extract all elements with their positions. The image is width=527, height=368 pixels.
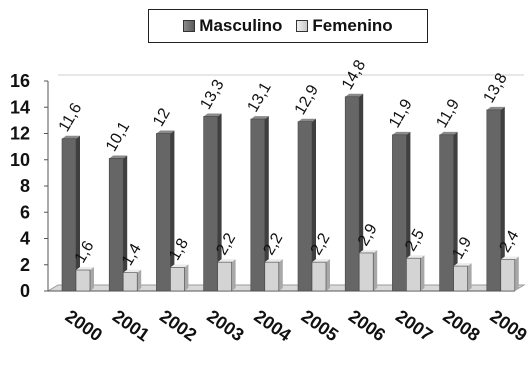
legend-label-masculino: Masculino <box>199 16 283 35</box>
bar-femenino-side <box>373 249 378 291</box>
bar-femenino-side <box>90 267 94 291</box>
x-tick-label: 2004 <box>251 306 295 345</box>
data-label-masculino: 10,1 <box>103 119 133 155</box>
bar-femenino <box>217 261 232 292</box>
y-tick-label: 2 <box>20 255 30 275</box>
bar-masculino-side <box>453 131 458 291</box>
bar-femenino-top <box>264 259 283 263</box>
bar-femenino <box>500 259 516 292</box>
bar-masculino-top <box>392 131 411 135</box>
legend-item-masculino: Masculino <box>183 16 282 36</box>
bar-masculino-top <box>62 135 80 139</box>
bar-femenino <box>170 267 185 292</box>
legend: Masculino Femenino <box>148 9 428 43</box>
x-tick-label: 2002 <box>156 306 200 345</box>
bar-masculino-side <box>170 130 175 291</box>
y-tick-label: 8 <box>20 176 30 196</box>
bar-masculino-side <box>123 155 128 291</box>
bar-masculino-side <box>500 106 505 291</box>
bar-masculino <box>250 118 266 292</box>
data-label-masculino: 12,9 <box>292 82 322 118</box>
x-tick-label: 2006 <box>345 306 389 345</box>
bar-masculino-top <box>298 118 316 122</box>
bar-femenino <box>122 272 138 292</box>
x-tick-label: 2007 <box>392 306 436 345</box>
bar-femenino-side <box>467 263 472 291</box>
bar-femenino-side <box>231 259 236 291</box>
bar-femenino <box>453 265 468 292</box>
bar-femenino-top <box>123 269 142 273</box>
legend-swatch-femenino <box>296 20 309 32</box>
bar-masculino-top <box>486 106 505 110</box>
legend-item-femenino: Femenino <box>296 16 393 36</box>
data-label-masculino: 11,6 <box>56 100 86 135</box>
data-label-masculino: 11,9 <box>386 96 416 131</box>
bar-masculino <box>297 121 313 292</box>
bar-femenino-top <box>406 255 425 259</box>
bar-masculino <box>108 158 124 292</box>
bar-femenino-side <box>137 269 142 291</box>
bar-masculino <box>439 134 454 292</box>
bar-femenino-top <box>76 267 94 270</box>
data-label-masculino: 13,1 <box>245 80 275 116</box>
bar-masculino <box>486 109 502 292</box>
bar-femenino <box>264 261 280 292</box>
bar-masculino <box>61 138 77 292</box>
bar-masculino <box>392 134 407 292</box>
bar-femenino-top <box>500 256 519 260</box>
bar-masculino-side <box>264 116 269 291</box>
x-tick-label: 2000 <box>62 306 106 345</box>
data-label-masculino: 13,3 <box>197 77 227 113</box>
bar-femenino <box>406 257 421 292</box>
bar-femenino-side <box>184 264 189 291</box>
bar-masculino-top <box>203 113 222 117</box>
bar-femenino-side <box>278 259 283 291</box>
bar-masculino-top <box>250 116 269 120</box>
y-tick-label: 4 <box>20 229 30 249</box>
y-tick-label: 6 <box>20 202 30 222</box>
bar-masculino-top <box>156 130 175 134</box>
bar-femenino <box>358 252 374 292</box>
bar-masculino <box>203 116 218 292</box>
bar-femenino-side <box>420 255 425 291</box>
bar-masculino-top <box>439 131 458 135</box>
bar-masculino-side <box>312 118 316 291</box>
bar-femenino-top <box>217 259 236 263</box>
x-tick-label: 2003 <box>203 306 247 345</box>
x-tick-label: 2005 <box>298 306 342 345</box>
legend-label-femenino: Femenino <box>312 16 393 35</box>
data-label-masculino: 11,9 <box>433 96 463 131</box>
bar-masculino-side <box>217 113 222 291</box>
bar-masculino-top <box>345 93 364 97</box>
bar-masculino-side <box>406 131 411 291</box>
bar-femenino-top <box>359 249 378 253</box>
bar-masculino-side <box>359 93 364 291</box>
bar-femenino-top <box>453 263 472 267</box>
x-tick-label: 2009 <box>487 306 527 345</box>
x-tick-label: 2001 <box>109 306 153 345</box>
x-tick-label: 2008 <box>439 306 483 345</box>
legend-swatch-masculino <box>183 20 196 32</box>
bar-femenino <box>75 269 91 292</box>
data-label-masculino: 13,8 <box>481 70 511 106</box>
bar-femenino-side <box>514 256 519 291</box>
bar-masculino <box>344 96 360 292</box>
y-tick-label: 14 <box>10 97 30 117</box>
bar-masculino <box>156 133 171 292</box>
bar-masculino-top <box>109 155 128 159</box>
bar-femenino <box>311 261 327 292</box>
y-tick-label: 10 <box>10 150 30 170</box>
y-tick-label: 12 <box>10 124 30 144</box>
y-tick-label: 16 <box>10 71 30 91</box>
bar-femenino-top <box>312 259 330 263</box>
bar-femenino-top <box>170 264 189 268</box>
y-tick-label: 0 <box>20 281 30 301</box>
data-label-masculino: 12 <box>150 105 174 129</box>
bar-masculino-side <box>76 135 80 291</box>
bar-femenino-side <box>326 259 330 291</box>
